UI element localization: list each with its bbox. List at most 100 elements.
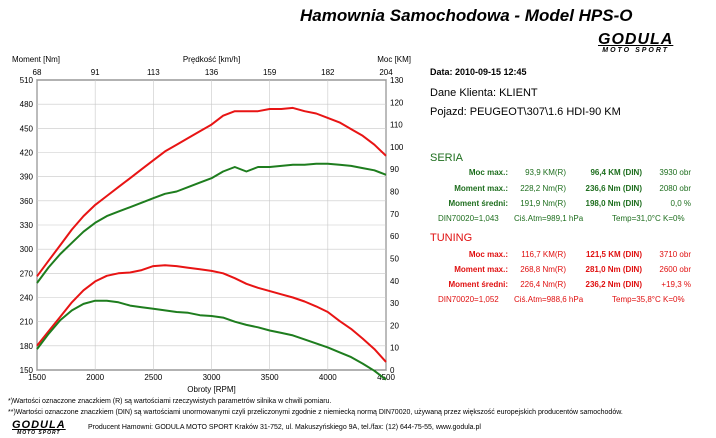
row-value-r: 93,9 KM(R) <box>525 168 566 177</box>
x-tick-label: 3500 <box>261 373 279 382</box>
logo-subtitle: MOTO SPORT <box>602 47 670 54</box>
seria-title: SERIA <box>430 152 464 164</box>
top-axis-title: Prędkość [km/h] <box>183 55 240 64</box>
page-title: Hamownia Samochodowa - Model HPS-O <box>300 6 633 25</box>
measurement-date: Data: 2010-09-15 12:45 <box>430 67 527 77</box>
x-tick-label: 4000 <box>319 373 337 382</box>
godula-logo-small: GODULA MOTO SPORT <box>12 419 66 437</box>
speed-tick-label: 182 <box>321 68 335 77</box>
row-value-r: 191,9 Nm(R) <box>520 199 566 208</box>
y-right-tick-label: 10 <box>390 344 399 353</box>
vehicle-info: Pojazd: PEUGEOT\307\1.6 HDI-90 KM <box>430 106 621 118</box>
y-left-axis-title: Moment [Nm] <box>12 55 60 64</box>
row-label: Moment średni: <box>448 199 508 208</box>
row-value-din: 121,5 KM (DIN) <box>585 250 642 259</box>
seria-row: Moment średni: 191,9 Nm(R) 198,0 Nm (DIN… <box>0 199 716 211</box>
y-left-tick-label: 480 <box>20 100 34 109</box>
seria-power-line <box>36 162 387 284</box>
tuning-din-factor: DIN70020=1,052 <box>438 295 499 304</box>
row-value-din: 281,0 Nm (DIN) <box>585 265 642 274</box>
row-value-din: 236,2 Nm (DIN) <box>585 280 642 289</box>
speed-tick-label: 159 <box>263 68 277 77</box>
y-left-tick-label: 420 <box>20 149 34 158</box>
y-right-tick-label: 70 <box>390 210 399 219</box>
row-label: Moc max.: <box>468 250 508 259</box>
speed-tick-label: 113 <box>147 68 160 77</box>
seria-atm: Ciś.Atm=989,1 hPa <box>514 214 584 223</box>
row-label: Moment max.: <box>454 265 508 274</box>
tuning-power-line <box>36 106 387 277</box>
x-tick-label: 1500 <box>28 373 46 382</box>
y-right-tick-label: 100 <box>390 143 404 152</box>
y-left-tick-label: 360 <box>20 197 34 206</box>
producer-info: Producent Hamowni: GODULA MOTO SPORT Kra… <box>88 424 481 431</box>
tuning-row: Moment max.: 268,8 Nm(R) 281,0 Nm (DIN) … <box>0 265 716 277</box>
row-value-extra: +19,3 % <box>661 280 691 289</box>
row-value-extra: 3930 obr <box>659 168 691 177</box>
seria-torque-line <box>36 299 387 381</box>
y-left-tick-label: 150 <box>20 366 34 375</box>
y-left-tick-label: 210 <box>20 318 34 327</box>
y-right-tick-label: 60 <box>390 232 399 241</box>
tuning-row: Moc max.: 116,7 KM(R) 121,5 KM (DIN) 371… <box>0 250 716 262</box>
x-tick-label: 3000 <box>203 373 221 382</box>
row-value-extra: 2080 obr <box>659 184 691 193</box>
y-left-tick-label: 450 <box>20 124 34 133</box>
row-label: Moment max.: <box>454 184 508 193</box>
row-label: Moc max.: <box>468 168 508 177</box>
footnote-real-values: *)Wartości oznaczone znaczkiem (R) są wa… <box>8 398 332 405</box>
y-left-tick-label: 240 <box>20 294 34 303</box>
logo-word: GODULA <box>12 419 66 431</box>
x-tick-label: 2500 <box>144 373 162 382</box>
row-value-extra: 3710 obr <box>659 250 691 259</box>
y-right-axis-title: Moc [KM] <box>377 55 411 64</box>
y-right-tick-label: 110 <box>390 121 403 130</box>
row-value-extra: 0,0 % <box>670 199 691 208</box>
y-right-tick-label: 0 <box>390 366 395 375</box>
speed-tick-label: 136 <box>205 68 219 77</box>
row-value-r: 268,8 Nm(R) <box>520 265 566 274</box>
godula-logo: GODULA MOTO SPORT <box>598 31 674 55</box>
tuning-row: Moment średni: 226,4 Nm(R) 236,2 Nm (DIN… <box>0 280 716 292</box>
y-right-tick-label: 20 <box>390 321 399 330</box>
y-left-tick-label: 390 <box>20 173 34 182</box>
client-info: Dane Klienta: KLIENT <box>430 87 538 99</box>
y-right-tick-label: 80 <box>390 188 399 197</box>
tuning-title: TUNING <box>430 232 473 244</box>
logo-word: GODULA <box>598 31 674 48</box>
row-value-din: 96,4 KM (DIN) <box>590 168 642 177</box>
seria-din-factor: DIN70020=1,043 <box>438 214 499 223</box>
y-right-tick-label: 40 <box>390 277 399 286</box>
y-left-tick-label: 330 <box>20 221 34 230</box>
speed-tick-label: 204 <box>379 68 393 77</box>
seria-row: Moment max.: 228,2 Nm(R) 236,6 Nm (DIN) … <box>0 184 716 196</box>
y-right-tick-label: 30 <box>390 299 399 308</box>
speed-tick-label: 68 <box>33 68 42 77</box>
logo-subtitle: MOTO SPORT <box>17 430 61 436</box>
x-axis-title: Obroty [RPM] <box>187 385 235 394</box>
tuning-temp: Temp=35,8°C K=0% <box>612 295 685 304</box>
row-value-r: 116,7 KM(R) <box>521 250 566 259</box>
row-value-din: 236,6 Nm (DIN) <box>585 184 642 193</box>
row-value-r: 228,2 Nm(R) <box>520 184 566 193</box>
row-label: Moment średni: <box>448 280 508 289</box>
seria-row: Moc max.: 93,9 KM(R) 96,4 KM (DIN) 3930 … <box>0 168 716 180</box>
y-right-tick-label: 130 <box>390 76 404 85</box>
tuning-torque-line <box>36 264 387 363</box>
tuning-atm: Ciś.Atm=988,6 hPa <box>514 295 584 304</box>
x-tick-label: 4500 <box>377 373 395 382</box>
y-left-tick-label: 300 <box>20 245 34 254</box>
speed-tick-label: 91 <box>91 68 100 77</box>
y-right-tick-label: 90 <box>390 165 399 174</box>
row-value-r: 226,4 Nm(R) <box>520 280 566 289</box>
row-value-din: 198,0 Nm (DIN) <box>585 199 642 208</box>
y-left-tick-label: 180 <box>20 342 34 351</box>
y-left-tick-label: 270 <box>20 269 34 278</box>
seria-temp: Temp=31,0°C K=0% <box>612 214 685 223</box>
dyno-chart: 1500 2000 2500 3000 3500 4000 4500150180210240… <box>12 55 411 394</box>
row-value-extra: 2600 obr <box>659 265 691 274</box>
y-right-tick-label: 50 <box>390 254 399 263</box>
x-tick-label: 2000 <box>86 373 104 382</box>
footnote-din-values: **)Wartości oznaczone znaczkiem (DIN) są… <box>8 409 623 416</box>
y-right-tick-label: 120 <box>390 98 404 107</box>
